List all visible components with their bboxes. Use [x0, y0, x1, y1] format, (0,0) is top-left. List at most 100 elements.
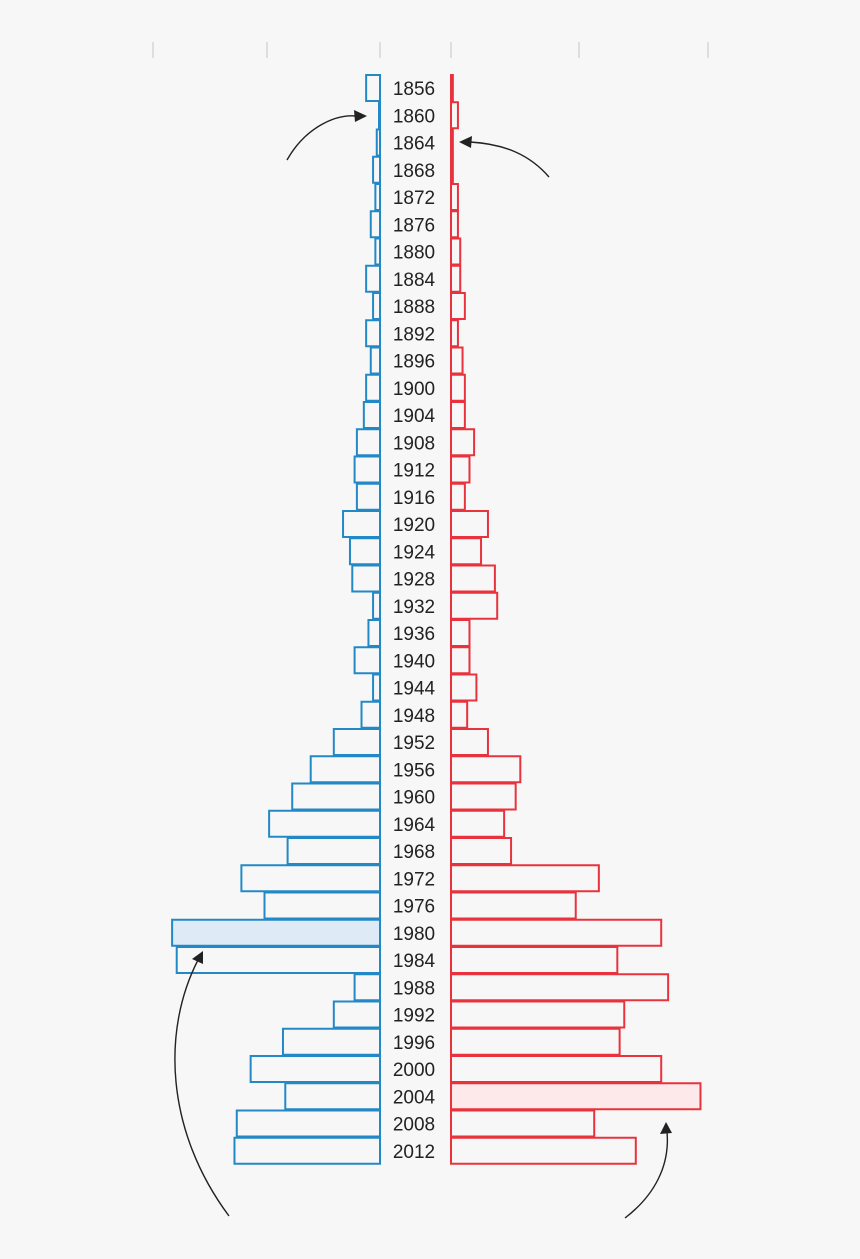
left-bar-1908: [355, 428, 381, 457]
year-label-1976: 1976: [393, 897, 435, 918]
year-label-1964: 1964: [393, 815, 436, 836]
year-label-1924: 1924: [393, 542, 436, 563]
top-tick-marks: [152, 42, 709, 58]
left-bar-2004: [284, 1082, 382, 1111]
left-bar-1876: [369, 210, 382, 239]
left-bar-1972: [240, 864, 381, 893]
year-label-1880: 1880: [393, 243, 435, 264]
year-label-1888: 1888: [393, 297, 435, 318]
annotation-arrowheads: [192, 110, 672, 1134]
left-bar-2008: [235, 1109, 381, 1138]
left-bar-1952: [332, 728, 381, 756]
left-bar-1964: [268, 809, 381, 838]
right-bar-1924: [450, 537, 483, 566]
year-label-1864: 1864: [393, 134, 436, 155]
right-series-bars: [450, 74, 702, 1165]
right-bar-2004: [450, 1082, 702, 1111]
right-bar-1980: [450, 918, 663, 947]
annotation-arrow-bottom-right: [624, 1131, 669, 1219]
right-bar-1976: [450, 891, 577, 920]
right-bar-1860: [450, 101, 459, 130]
year-label-1892: 1892: [393, 324, 435, 345]
year-axis-labels: 1856 1860 1864 1868 1872 1876 1880 1884 1888 1892…: [393, 79, 436, 1163]
left-series-bars: [171, 74, 382, 1165]
annotation-arrow-bottom-left: [174, 959, 230, 1217]
left-bar-1920: [342, 510, 382, 538]
left-bar-1976: [263, 891, 381, 920]
year-label-1992: 1992: [393, 1006, 435, 1027]
right-bar-1932: [450, 591, 499, 620]
year-label-1876: 1876: [393, 215, 435, 236]
year-label-1872: 1872: [393, 188, 435, 209]
year-label-1920: 1920: [393, 515, 435, 536]
annotation-arrow-top-right: [469, 141, 550, 178]
year-label-1984: 1984: [393, 951, 436, 972]
left-bar-1936: [367, 619, 382, 647]
left-bar-1980: [171, 918, 381, 947]
right-bar-1972: [450, 864, 600, 893]
left-bar-1928: [351, 564, 381, 593]
left-bar-1944: [372, 673, 382, 702]
right-bar-1992: [450, 1000, 626, 1029]
right-bar-1908: [450, 428, 476, 457]
year-label-1900: 1900: [393, 379, 435, 400]
left-bar-1912: [353, 455, 381, 484]
left-bar-2012: [233, 1136, 381, 1165]
right-bar-1944: [450, 673, 478, 702]
year-label-1988: 1988: [393, 978, 435, 999]
left-bar-1884: [365, 264, 382, 293]
right-bar-1876: [450, 210, 459, 239]
right-bar-1988: [450, 973, 670, 1002]
left-bar-1924: [348, 537, 382, 566]
year-label-1952: 1952: [393, 733, 435, 754]
right-bar-1888: [450, 292, 466, 320]
left-bar-1984: [175, 946, 381, 974]
left-bar-1988: [353, 973, 381, 1002]
left-bar-1896: [369, 346, 382, 375]
left-bar-2000: [249, 1055, 381, 1083]
arrowhead-bottom-right: [660, 1122, 672, 1134]
right-bar-1948: [450, 700, 469, 729]
right-bar-1964: [450, 809, 506, 838]
right-bar-1880: [450, 237, 462, 266]
year-label-1936: 1936: [393, 624, 435, 645]
left-bar-1916: [355, 482, 381, 511]
left-bar-1992: [332, 1000, 381, 1029]
left-bar-1856: [365, 74, 382, 102]
right-bar-1896: [450, 346, 464, 375]
left-bar-1968: [286, 837, 382, 865]
right-bar-2008: [450, 1109, 596, 1138]
left-bar-1960: [291, 782, 381, 811]
year-label-1928: 1928: [393, 570, 435, 591]
left-bar-1956: [309, 755, 382, 784]
year-label-1980: 1980: [393, 924, 435, 945]
year-label-1948: 1948: [393, 706, 435, 727]
year-label-1868: 1868: [393, 161, 435, 182]
left-bar-1888: [372, 292, 382, 320]
right-bar-1900: [450, 373, 466, 402]
right-bar-1984: [450, 946, 619, 974]
year-label-1940: 1940: [393, 651, 435, 672]
right-bar-1916: [450, 482, 466, 511]
left-bar-1892: [365, 319, 382, 348]
right-bar-2012: [450, 1136, 637, 1165]
year-label-2000: 2000: [393, 1060, 435, 1081]
year-label-1972: 1972: [393, 869, 435, 890]
year-label-2004: 2004: [393, 1087, 436, 1108]
annotation-arrows: [174, 115, 669, 1219]
right-bar-1884: [450, 264, 462, 293]
arrowhead-bottom-left: [192, 951, 203, 964]
year-label-1944: 1944: [393, 679, 436, 700]
year-label-1896: 1896: [393, 352, 435, 373]
right-bar-1968: [450, 837, 513, 865]
arrowhead-top-left: [354, 110, 367, 122]
year-label-1956: 1956: [393, 760, 435, 781]
left-bar-1904: [362, 401, 381, 429]
annotation-arrow-top-left: [286, 115, 357, 161]
year-label-1904: 1904: [393, 406, 436, 427]
left-bar-1868: [372, 155, 382, 184]
year-label-1884: 1884: [393, 270, 436, 291]
right-bar-1952: [450, 728, 489, 756]
year-label-1912: 1912: [393, 461, 435, 482]
